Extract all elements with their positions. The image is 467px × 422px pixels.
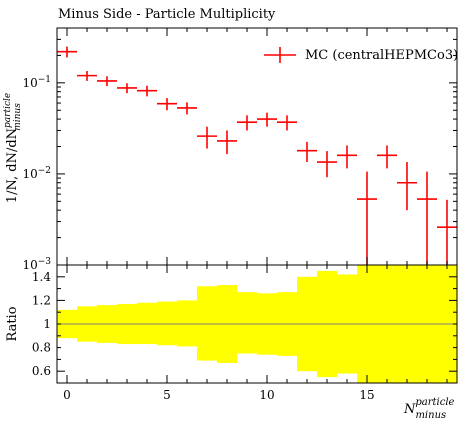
main-panel: 10−110−210−3 0 5 10 15 1.41.210.80.6 <box>22 27 458 402</box>
data-point <box>197 126 217 149</box>
ratio-axis-label: Ratio <box>5 306 20 341</box>
x-axis-label-main: N <box>403 402 416 417</box>
data-point <box>257 112 277 127</box>
y-tick-label: 10−2 <box>22 166 51 181</box>
data-point <box>337 145 357 169</box>
data-point <box>97 76 117 87</box>
y-tick-label: 10−3 <box>22 257 51 272</box>
legend: MC (centralHEPMCo3) <box>264 47 458 63</box>
y-tick-label-mantissa: 10 <box>22 167 37 181</box>
ratio-band-bin <box>157 301 177 346</box>
data-point <box>417 171 437 265</box>
x-tick-label: 10 <box>259 388 274 402</box>
ratio-band-bin <box>197 286 217 361</box>
x-tick-label: 0 <box>63 388 71 402</box>
ratio-y-tick-label: 1.4 <box>32 270 51 284</box>
data-point <box>157 98 177 111</box>
ratio-y-tick-label: 1 <box>43 317 51 331</box>
y-axis-ticks: 10−110−210−3 <box>22 27 457 272</box>
x-axis-ticks: 0 5 10 15 <box>63 28 448 402</box>
x-axis-label: Nparticle minus <box>403 397 455 421</box>
y-axis-label-sup: particle <box>3 93 13 128</box>
ratio-y-ticks: 1.4 1.2 1 0.8 0.6 <box>32 264 457 384</box>
data-point <box>217 130 237 155</box>
main-plot-frame <box>56 27 458 266</box>
data-point <box>317 151 337 178</box>
y-tick-label-exponent: −2 <box>38 166 51 176</box>
data-point <box>77 70 97 81</box>
data-point <box>57 46 77 58</box>
data-points <box>57 46 457 265</box>
ratio-y-tick-label: 0.6 <box>32 364 51 378</box>
y-tick-label-mantissa: 10 <box>22 76 37 90</box>
ratio-band-bin <box>177 300 197 347</box>
x-axis-label-sub: minus <box>415 410 446 421</box>
data-point <box>437 199 457 265</box>
data-point <box>177 102 197 115</box>
y-axis-label: 1/N, dN/dNparticleminus <box>3 93 23 203</box>
ratio-y-tick-label: 1.2 <box>32 293 51 307</box>
ratio-y-tick-label: 0.8 <box>32 341 51 355</box>
y-axis-label-sub: minus <box>13 103 23 131</box>
data-point <box>277 115 297 131</box>
data-point <box>117 83 137 94</box>
data-point <box>357 171 377 265</box>
data-point <box>397 162 417 211</box>
ratio-band-bin <box>237 292 257 354</box>
x-axis-label-sup: particle <box>415 397 454 408</box>
y-tick-label-exponent: −1 <box>38 75 51 85</box>
y-tick-label-exponent: −3 <box>38 257 52 267</box>
ratio-band-bin <box>137 302 157 345</box>
chart-title: Minus Side - Particle Multiplicity <box>58 7 276 22</box>
data-point <box>297 141 317 163</box>
x-tick-label: 5 <box>163 388 171 402</box>
y-tick-label: 10−1 <box>22 75 51 90</box>
y-axis-label-main: 1/N, dN/dN <box>5 128 20 203</box>
legend-label: MC (centralHEPMCo3) <box>305 48 458 63</box>
y-tick-label-mantissa: 10 <box>22 258 37 272</box>
data-point <box>237 115 257 131</box>
data-point <box>377 145 397 169</box>
data-point <box>137 85 157 97</box>
x-tick-label: 15 <box>359 388 374 402</box>
